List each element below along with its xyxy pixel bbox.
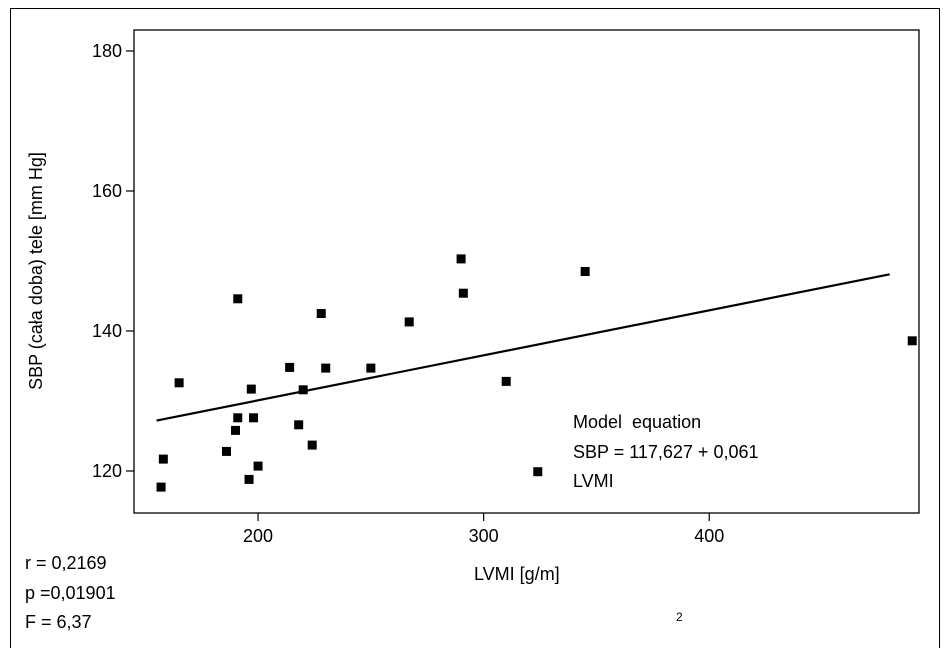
model-equation-title: Model equation (573, 412, 702, 432)
data-point (404, 317, 414, 327)
regression-line (156, 273, 890, 422)
data-point (456, 254, 466, 264)
data-point (307, 440, 317, 450)
y-axis: 120 140 160 180 (92, 41, 134, 481)
data-point (253, 461, 263, 471)
data-point (231, 425, 241, 435)
x-axis-label: LVMI [g/m] (474, 564, 560, 584)
y-tick-label: 140 (92, 321, 122, 341)
data-point (501, 376, 511, 386)
figure-frame (10, 8, 940, 648)
data-point (907, 336, 917, 346)
data-point (298, 385, 308, 395)
data-point (294, 420, 304, 430)
x-tick-label: 200 (243, 526, 273, 546)
data-point (174, 378, 184, 388)
data-point (458, 288, 468, 298)
data-point (221, 446, 231, 456)
data-point (366, 363, 376, 373)
data-point (233, 413, 243, 423)
plot-area (133, 29, 920, 514)
y-axis-label: SBP (cała doba) tele [mm Hg] (26, 152, 46, 390)
data-point (244, 474, 254, 484)
model-equation-variable: LVMI (573, 471, 614, 491)
data-point (156, 482, 166, 492)
x-axis: 200 300 400 (243, 513, 724, 546)
y-tick-label: 160 (92, 181, 122, 201)
x-tick-label: 300 (469, 526, 499, 546)
data-points (156, 254, 917, 492)
data-point (246, 384, 256, 394)
data-point (233, 294, 243, 304)
stat-f: F = 6,37 (25, 612, 92, 632)
x-tick-label: 400 (694, 526, 724, 546)
stat-p: p =0,01901 (25, 583, 116, 603)
x-axis-label-superscript: 2 (676, 610, 683, 624)
data-point (580, 267, 590, 276)
data-point (321, 363, 331, 373)
data-point (249, 413, 259, 423)
data-point (316, 309, 326, 318)
data-point (533, 467, 543, 477)
model-equation-formula: SBP = 117,627 + 0,061 (573, 442, 759, 462)
y-tick-label: 120 (92, 461, 122, 481)
stat-r: r = 0,2169 (25, 553, 107, 573)
data-point (158, 454, 168, 464)
data-point (285, 362, 295, 372)
y-tick-label: 180 (92, 41, 122, 61)
